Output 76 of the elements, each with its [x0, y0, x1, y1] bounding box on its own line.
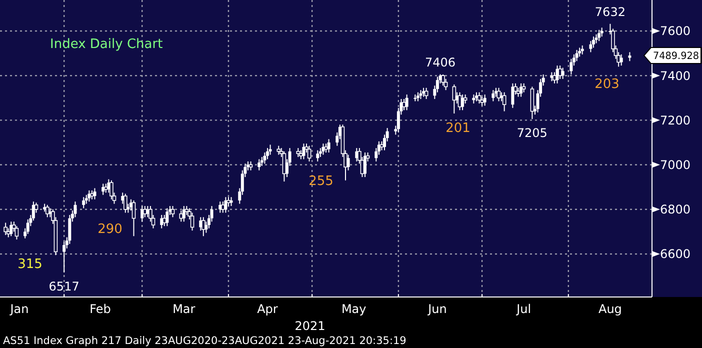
candlestick [444, 78, 448, 91]
candlestick [575, 49, 578, 62]
candlestick [166, 208, 169, 227]
x-tick-label: Aug [598, 302, 622, 316]
candlestick [570, 58, 573, 75]
x-tick-label: Mar [172, 302, 196, 316]
candlestick [10, 221, 13, 237]
candlestick [68, 214, 72, 244]
candlestick [123, 193, 128, 214]
x-tick-label: May [341, 302, 366, 316]
candlestick [110, 180, 114, 200]
candlestick [82, 196, 86, 209]
x-tick-label: Jan [9, 302, 29, 316]
candlestick [202, 216, 206, 237]
annotation: 203 [594, 77, 620, 92]
candlestick [4, 222, 8, 236]
candlestick [589, 40, 592, 53]
candlestick [558, 65, 562, 80]
candlestick [179, 210, 184, 222]
x-tick-label: Jun [427, 302, 447, 316]
annotation: 7406 [424, 55, 456, 70]
candlestick [402, 98, 406, 111]
annotation: 201 [446, 121, 470, 136]
candlestick [520, 82, 523, 98]
candlestick [258, 158, 261, 171]
annotation: 6517 [48, 279, 80, 294]
candlestick [190, 212, 194, 232]
candlestick [224, 196, 228, 214]
candlestick [492, 90, 495, 102]
text: AS51 Index Graph 217 Daily 23AUG2020-23AUG2021 23-Aug-2021 20:35:19 [3, 335, 406, 347]
annotation: 315 [18, 257, 42, 272]
candlestick [322, 143, 325, 156]
candlestick [327, 138, 330, 154]
candlestick [102, 183, 105, 196]
candlestick [441, 74, 445, 86]
candlestick [93, 188, 96, 200]
annotation: 255 [308, 174, 334, 189]
candlestick [14, 226, 19, 240]
y-tick-label: 7200 [660, 113, 691, 128]
annotation: 7632 [594, 4, 626, 19]
candlestick [266, 148, 269, 160]
y-tick-label: 6800 [660, 202, 691, 217]
candlestick [461, 94, 464, 111]
candlestick [307, 145, 312, 162]
candlestick [405, 94, 408, 111]
candlestick [364, 152, 367, 178]
candlestick [140, 206, 144, 222]
annotation: 290 [98, 222, 122, 237]
candlestick [511, 82, 514, 108]
text: Index Daily Chart [50, 37, 163, 52]
candlestick [62, 241, 66, 273]
candlestick [598, 29, 601, 42]
annotation: 7489.928 [653, 51, 701, 62]
candlestick [592, 36, 595, 48]
x-axis-title: 2021 [294, 319, 326, 333]
candlestick [26, 218, 30, 234]
candlestick [182, 206, 186, 222]
candlestick [483, 94, 486, 106]
candlestick [346, 154, 350, 171]
candlestick [268, 144, 272, 156]
candlestick [132, 200, 136, 237]
y-tick-label: 7600 [660, 24, 691, 38]
candlestick [74, 201, 77, 218]
y-tick-label: 6600 [660, 247, 691, 262]
x-tick-label: Apr [257, 302, 278, 316]
candlestick [263, 152, 266, 164]
y-tick-label: 7400 [660, 68, 691, 83]
candlestick [302, 143, 306, 160]
annotation: 7205 [516, 126, 548, 140]
candlestick [496, 87, 501, 102]
candlestick [561, 67, 564, 80]
x-tick-label: Jul [516, 302, 532, 316]
y-tick-label: 7000 [660, 158, 691, 172]
x-tick-label: Feb [90, 302, 111, 316]
candlestick [316, 150, 320, 162]
candlestick [170, 206, 175, 218]
